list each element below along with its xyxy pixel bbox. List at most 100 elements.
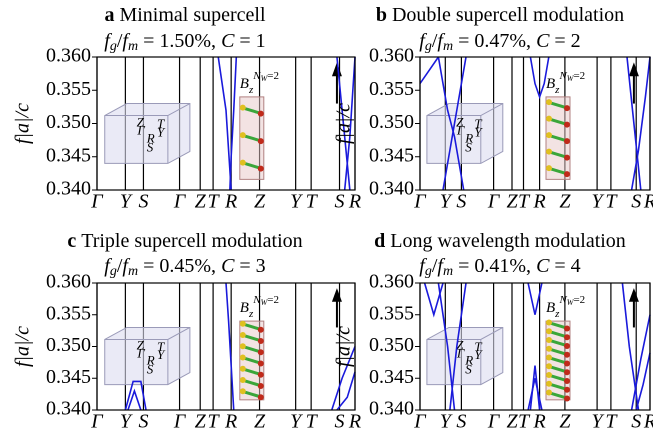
field-arrow-head	[628, 62, 639, 77]
bz-edges	[426, 103, 504, 164]
subtitle-part: C	[221, 30, 235, 52]
atom	[257, 349, 264, 356]
panel-title-text: Double supercell modulation	[392, 4, 624, 26]
y-tick-label: 0.340	[369, 398, 414, 420]
field-label-part: B	[546, 76, 555, 92]
band-line	[529, 365, 541, 411]
atom	[257, 138, 264, 145]
panel-title: c Triple supercell modulation	[67, 230, 302, 252]
bz-label: R	[146, 130, 155, 145]
atom	[239, 104, 246, 111]
subtitle-part: C	[536, 255, 550, 277]
x-tick-label: S	[456, 411, 466, 433]
x-tick-label: T	[605, 191, 618, 213]
band-line	[336, 371, 356, 411]
y-tick-label: 0.345	[46, 366, 91, 388]
atom	[564, 386, 570, 393]
bz-label: R	[464, 130, 473, 145]
subtitle-part: g	[425, 264, 432, 279]
y-tick-label: 0.355	[46, 302, 91, 324]
x-tick-label: Y	[120, 191, 133, 213]
bz-label: Γ	[456, 123, 465, 138]
atom	[546, 363, 552, 370]
field-label-part: W	[261, 74, 269, 83]
x-tick-label: Γ	[173, 191, 187, 213]
band-line	[630, 56, 651, 191]
y-tick-label: 0.350	[369, 111, 414, 133]
atom	[564, 377, 570, 384]
y-tick-label: 0.350	[46, 334, 91, 356]
panel-letter: c	[67, 230, 76, 252]
band-line	[343, 56, 356, 191]
plot-frame	[96, 56, 356, 191]
atom	[257, 371, 264, 378]
field-label-part: z	[248, 83, 254, 95]
atom	[239, 343, 246, 350]
atom	[564, 360, 570, 367]
x-tick-label: R	[643, 411, 653, 433]
bz-box	[104, 326, 191, 386]
band-line	[635, 352, 651, 411]
subtitle-part: /	[117, 30, 123, 52]
panel-letter: d	[374, 230, 385, 252]
atom	[546, 319, 552, 326]
field-label: BzNW=2	[546, 69, 585, 95]
subtitle-part: C	[221, 255, 235, 277]
panel-subtitle: fg/fm = 0.45%, C = 3	[104, 255, 265, 280]
bz-label: Y	[474, 124, 483, 139]
atom	[239, 320, 246, 327]
atom	[564, 369, 570, 376]
atom	[564, 395, 570, 402]
subtitle-part: f	[122, 30, 130, 52]
band-line	[529, 56, 550, 100]
x-tick-label: R	[532, 191, 545, 213]
bz-label: R	[464, 353, 473, 368]
band-line	[442, 56, 467, 191]
panel-title-text: Triple supercell modulation	[81, 230, 302, 252]
atom	[546, 354, 552, 361]
bz-edges	[426, 327, 504, 385]
bz-label: S	[147, 361, 154, 376]
subtitle-part: g	[425, 39, 432, 54]
y-tick-label: 0.355	[369, 78, 414, 100]
subtitle-part: = 4	[549, 255, 580, 277]
bz-label: S	[147, 139, 154, 154]
subtitle-part: f	[122, 255, 130, 277]
field-label-part: =2	[267, 69, 279, 81]
atom	[546, 132, 552, 139]
atom	[564, 171, 570, 178]
bz-label: Z	[456, 114, 464, 129]
x-tick-label: T	[208, 191, 221, 213]
brillouin-zone-inset: Z TΓ YRS	[104, 326, 191, 386]
y-tick-label: 0.360	[46, 271, 91, 293]
bz-label: Y	[157, 347, 166, 362]
y-tick-label: 0.345	[369, 144, 414, 166]
x-tick-label: R	[532, 411, 545, 433]
band-line	[229, 56, 238, 191]
atom	[564, 334, 570, 341]
y-axis-label: f|a|/c	[333, 326, 355, 367]
atom	[257, 394, 264, 401]
subtitle-part: f	[419, 30, 427, 52]
field-label-part: z	[554, 83, 560, 95]
bz-edges	[104, 327, 191, 385]
atom	[564, 121, 570, 128]
bz-box	[426, 103, 504, 164]
atom	[546, 115, 552, 122]
bz-label: Z	[137, 114, 145, 129]
brillouin-zone-inset: Z TΓ YRS	[426, 103, 504, 164]
subtitle-part: /	[117, 255, 123, 277]
field-label-part: =2	[573, 69, 585, 81]
atom	[257, 326, 264, 333]
bz-label: T	[157, 339, 165, 354]
y-tick-label: 0.355	[46, 78, 91, 100]
field-label-part: =2	[267, 294, 279, 306]
atom	[546, 371, 552, 378]
plot-frame	[419, 282, 651, 411]
band-line	[127, 388, 142, 411]
atom	[546, 99, 552, 106]
bz-label: S	[465, 139, 472, 154]
panel-title: a Minimal supercell	[104, 4, 266, 26]
